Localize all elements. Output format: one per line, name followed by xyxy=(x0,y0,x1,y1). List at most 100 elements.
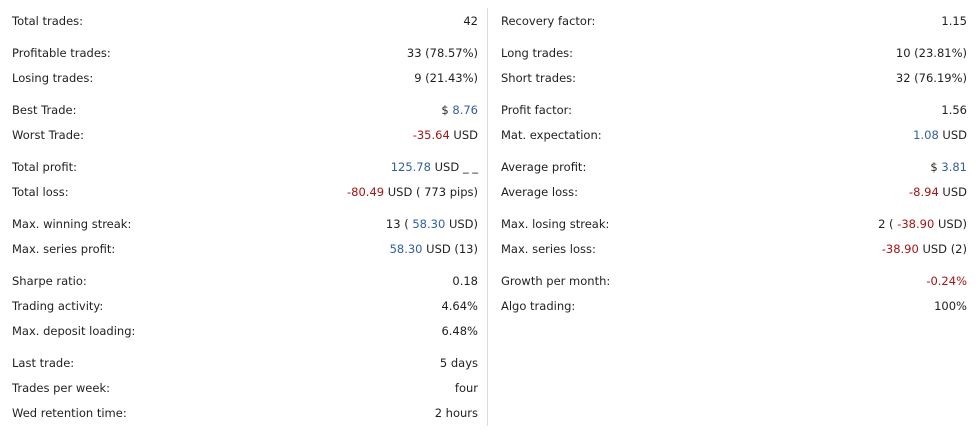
stat-row-growth-per-month: Growth per month: -0.24% xyxy=(501,272,967,290)
stat-value: 33 (78.57%) xyxy=(406,46,478,60)
stat-row-average-profit: Average profit: $ 3.81 xyxy=(501,158,967,176)
stat-value: 1.15 xyxy=(941,14,967,28)
stat-label: Wed retention time: xyxy=(12,406,127,420)
stat-label: Total trades: xyxy=(12,14,84,28)
currency-unit: USD) xyxy=(448,217,478,231)
stat-value-group: 1.08 USD xyxy=(913,126,967,144)
stat-label: Total loss: xyxy=(12,185,69,199)
stat-row-losing-trades: Losing trades: 9 (21.43%) xyxy=(12,69,478,87)
stat-value: 32 (76.19%) xyxy=(895,71,967,85)
stat-label: Trades per week: xyxy=(12,381,110,395)
stat-row-profit-factor: Profit factor: 1.56 xyxy=(501,101,967,119)
stat-label: Growth per month: xyxy=(501,274,611,288)
stat-label: Sharpe ratio: xyxy=(12,274,87,288)
stat-row-trading-activity: Trading activity: 4.64% xyxy=(12,297,478,315)
stat-label: Max. series loss: xyxy=(501,242,596,256)
stat-row-best-trade: Best Trade: $ 8.76 xyxy=(12,101,478,119)
streak-count: 2 ( xyxy=(878,217,894,231)
stat-value: 4.64% xyxy=(441,299,478,313)
stat-value: 6.48% xyxy=(441,324,478,338)
stat-value: 9 (21.43%) xyxy=(414,71,478,85)
stat-value-group: -35.64 USD xyxy=(413,126,478,144)
stat-value: 10 (23.81%) xyxy=(895,46,967,60)
average-profit-amount: 3.81 xyxy=(941,160,967,174)
stat-row-max-losing-streak: Max. losing streak: 2 ( -38.90 USD) xyxy=(501,215,967,233)
currency-unit: USD xyxy=(942,185,967,199)
stat-row-last-trade: Last trade: 5 days xyxy=(12,354,478,372)
stat-label: Losing trades: xyxy=(12,71,94,85)
stat-label: Profit factor: xyxy=(501,103,573,117)
streak-count: 13 ( xyxy=(385,217,409,231)
stat-label: Best Trade: xyxy=(12,103,77,117)
series-loss-amount: -38.90 xyxy=(881,242,919,256)
stat-value-group: 2 ( -38.90 USD) xyxy=(878,215,967,233)
stat-row-total-profit: Total profit: 125.78 USD _ _ xyxy=(12,158,478,176)
stat-label: Algo trading: xyxy=(501,299,576,313)
stat-value-group: $ 3.81 xyxy=(930,158,967,176)
stat-label: Last trade: xyxy=(12,356,75,370)
currency-unit: USD ( 773 pips) xyxy=(387,185,478,199)
stat-row-total-trades: Total trades: 42 xyxy=(12,12,478,30)
currency-unit: USD (13) xyxy=(426,242,478,256)
currency-unit: USD _ _ xyxy=(434,160,478,174)
growth-value: -0.24% xyxy=(926,274,967,288)
stat-label: Max. winning streak: xyxy=(12,217,132,231)
currency-unit: USD xyxy=(453,128,478,142)
stat-row-max-series-loss: Max. series loss: -38.90 USD (2) xyxy=(501,240,967,258)
stat-label: Mat. expectation: xyxy=(501,128,602,142)
stat-value: 100% xyxy=(934,299,967,313)
stat-value-group: 13 ( 58.30 USD) xyxy=(386,215,478,233)
currency-symbol: $ xyxy=(930,160,938,174)
currency-unit: USD xyxy=(942,128,967,142)
stat-row-profitable-trades: Profitable trades: 33 (78.57%) xyxy=(12,44,478,62)
stat-label: Total profit: xyxy=(12,160,77,174)
currency-unit: USD) xyxy=(937,217,967,231)
stat-value-group: 58.30 USD (13) xyxy=(390,240,478,258)
stat-value-group: $ 8.76 xyxy=(441,101,478,119)
total-loss-amount: -80.49 xyxy=(347,185,385,199)
stat-row-sharpe-ratio: Sharpe ratio: 0.18 xyxy=(12,272,478,290)
currency-unit: USD (2) xyxy=(922,242,967,256)
stat-value: 42 xyxy=(463,14,478,28)
stat-value: four xyxy=(454,381,478,395)
stat-label: Long trades: xyxy=(501,46,574,60)
stat-row-max-series-profit: Max. series profit: 58.30 USD (13) xyxy=(12,240,478,258)
stat-label: Recovery factor: xyxy=(501,14,596,28)
currency-symbol: $ xyxy=(441,103,449,117)
stat-row-average-loss: Average loss: -8.94 USD xyxy=(501,183,967,201)
stat-row-long-trades: Long trades: 10 (23.81%) xyxy=(501,44,967,62)
stat-row-trades-per-week: Trades per week: four xyxy=(12,379,478,397)
stat-value: 2 hours xyxy=(434,406,478,420)
stat-row-short-trades: Short trades: 32 (76.19%) xyxy=(501,69,967,87)
stat-row-worst-trade: Worst Trade: -35.64 USD xyxy=(12,126,478,144)
stat-value-group: -38.90 USD (2) xyxy=(882,240,967,258)
average-loss-amount: -8.94 xyxy=(909,185,939,199)
stat-value-group: -80.49 USD ( 773 pips) xyxy=(347,183,478,201)
stat-label: Trading activity: xyxy=(12,299,104,313)
winning-streak-amount: 58.30 xyxy=(412,217,446,231)
stat-label: Worst Trade: xyxy=(12,128,84,142)
stat-row-mat-expectation: Mat. expectation: 1.08 USD xyxy=(501,126,967,144)
stat-row-max-winning-streak: Max. winning streak: 13 ( 58.30 USD) xyxy=(12,215,478,233)
stat-row-retention-time: Wed retention time: 2 hours xyxy=(12,404,478,422)
stat-label: Max. deposit loading: xyxy=(12,324,136,338)
stat-value-group: -8.94 USD xyxy=(909,183,967,201)
stat-label: Max. losing streak: xyxy=(501,217,610,231)
expectation-amount: 1.08 xyxy=(913,128,939,142)
stat-value: 0.18 xyxy=(452,274,478,288)
worst-trade-amount: -35.64 xyxy=(412,128,450,142)
stat-value-group: 125.78 USD _ _ xyxy=(391,158,478,176)
losing-streak-amount: -38.90 xyxy=(897,217,935,231)
column-divider xyxy=(487,8,488,426)
stat-value: 5 days xyxy=(439,356,478,370)
stat-row-max-deposit-loading: Max. deposit loading: 6.48% xyxy=(12,322,478,340)
stat-label: Average profit: xyxy=(501,160,587,174)
best-trade-amount: 8.76 xyxy=(452,103,478,117)
stat-row-algo-trading: Algo trading: 100% xyxy=(501,297,967,315)
stat-label: Short trades: xyxy=(501,71,577,85)
total-profit-amount: 125.78 xyxy=(390,160,431,174)
stat-label: Max. series profit: xyxy=(12,242,116,256)
stat-label: Profitable trades: xyxy=(12,46,111,60)
series-profit-amount: 58.30 xyxy=(389,242,423,256)
stat-row-total-loss: Total loss: -80.49 USD ( 773 pips) xyxy=(12,183,478,201)
